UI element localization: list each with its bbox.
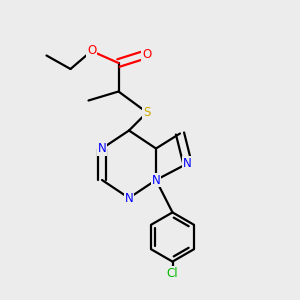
- Text: Cl: Cl: [167, 267, 178, 280]
- Text: S: S: [143, 106, 151, 119]
- Text: O: O: [87, 44, 96, 58]
- Text: N: N: [98, 142, 106, 155]
- Text: N: N: [152, 173, 160, 187]
- Text: N: N: [183, 157, 192, 170]
- Text: O: O: [142, 47, 152, 61]
- Text: N: N: [124, 191, 134, 205]
